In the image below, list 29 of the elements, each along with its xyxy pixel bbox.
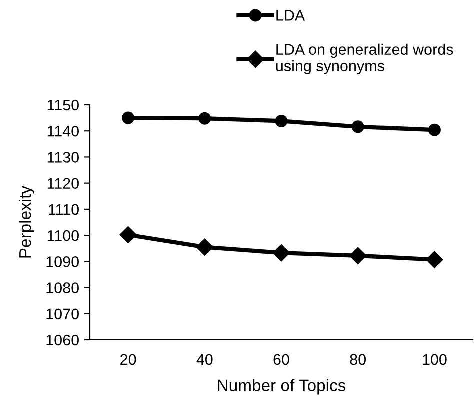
point <box>352 120 364 134</box>
y-tick-label: 1090 <box>46 256 79 268</box>
point <box>426 251 444 268</box>
point <box>275 114 288 128</box>
x-tick-label: 40 <box>196 354 213 366</box>
y-tick-label: 1060 <box>46 334 79 346</box>
point <box>428 124 441 136</box>
legend-label: LDA <box>276 10 306 21</box>
x-tick-label: 60 <box>274 354 290 366</box>
y-tick-label: 1150 <box>48 100 79 111</box>
y-tick-label: 1110 <box>49 204 79 216</box>
y-tick-label: 1140 <box>48 126 79 137</box>
y-tick-label: 1120 <box>48 178 79 190</box>
point <box>122 112 135 124</box>
y-tick-label: 1080 <box>46 282 79 294</box>
point <box>196 238 214 256</box>
y-axis-title: Perplexity <box>18 186 34 258</box>
point <box>120 226 137 244</box>
x-tick-label: 80 <box>350 354 366 366</box>
x-axis-title: Number of Topics <box>218 379 346 395</box>
legend-label: LDA on generalized words using synonyms <box>276 44 454 75</box>
x-tick-label: 100 <box>423 354 447 366</box>
y-tick-label: 1070 <box>46 308 79 320</box>
point <box>198 112 212 125</box>
point <box>272 244 290 262</box>
point <box>350 247 367 264</box>
y-tick-label: 1100 <box>48 230 79 242</box>
y-tick-label: 1130 <box>48 152 79 163</box>
x-tick-label: 20 <box>120 354 136 366</box>
